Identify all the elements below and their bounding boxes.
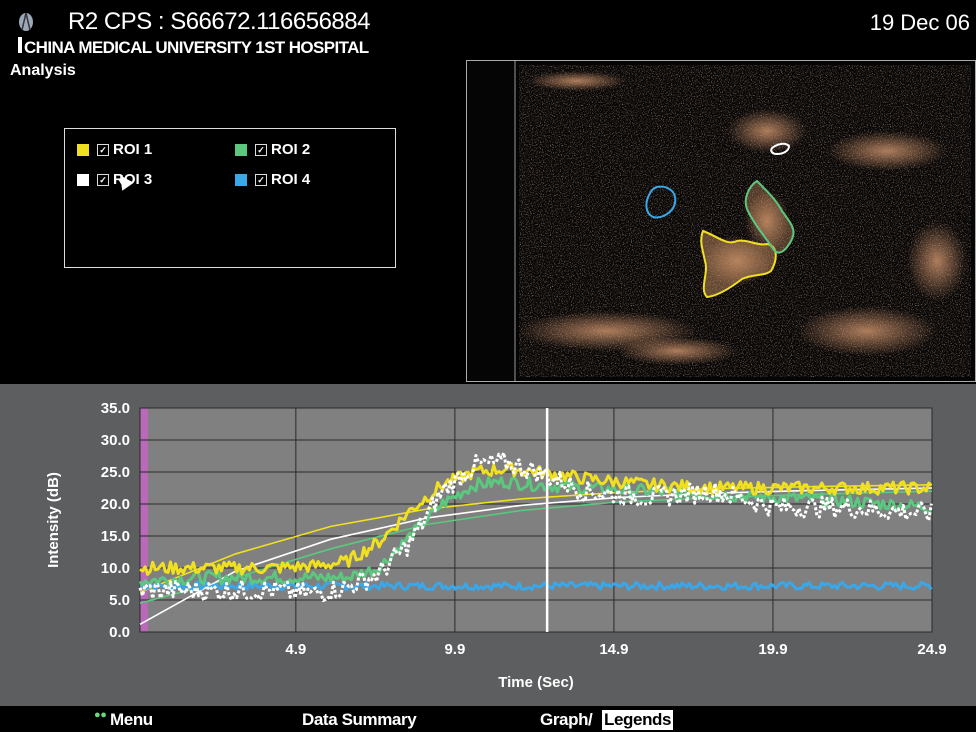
time-intensity-chart: 0.0 5.0 10.0 15.0 20.0 25.0 30.0 35.0 4.9 9.9 14.9…	[45, 400, 947, 691]
x-tick-label: 24.9	[917, 641, 946, 658]
roi-2-swatch	[235, 143, 247, 156]
study-title: R2 CPS : S66672.116656884	[68, 8, 370, 35]
plot-area	[140, 408, 932, 632]
y-tick-label: 0.0	[109, 624, 130, 641]
y-tick-label: 15.0	[101, 528, 130, 545]
legend-roi-1[interactable]: ✓ ROI 1	[77, 141, 152, 158]
x-tick-label: 14.9	[599, 641, 628, 658]
time-intensity-graph-panel[interactable]: 0.0 5.0 10.0 15.0 20.0 25.0 30.0 35.0 4.9 9.9 14.9…	[0, 384, 976, 706]
graph-tab[interactable]: Graph/	[540, 710, 593, 729]
roi-1-checkbox[interactable]: ✓	[97, 143, 109, 156]
series-line-roi-2	[138, 476, 932, 588]
roi-2-label: ROI 2	[271, 141, 311, 158]
y-tick-label: 30.0	[101, 432, 130, 449]
bottom-menu-bar: ●● Menu Data Summary Graph/ Legends	[0, 706, 976, 732]
y-tick-label: 5.0	[109, 592, 130, 609]
y-tick-label: 35.0	[101, 400, 130, 417]
institution-name: CHINA MEDICAL UNIVERSITY 1ST HOSPITAL	[24, 38, 369, 57]
roi-4-checkbox[interactable]: ✓	[255, 173, 267, 186]
study-date: 19 Dec 06	[869, 10, 970, 35]
device-logo-icon	[18, 12, 33, 53]
plot-border	[139, 407, 933, 633]
roi-legend: ✓ ROI 1 ✓ ROI 2 ✓ ROI 3 ✓ ROI 4	[64, 128, 396, 268]
legends-tab[interactable]: Legends	[602, 710, 674, 730]
fit-curve-1	[139, 484, 933, 594]
menu-indicator-icon: ●●	[94, 709, 107, 721]
fit-curve-3	[139, 487, 933, 626]
roi-1-swatch	[77, 143, 89, 156]
x-tick-label: 9.9	[444, 641, 465, 658]
y-tick-label: 20.0	[101, 496, 130, 513]
roi-3-swatch	[77, 173, 89, 186]
menu-button[interactable]: Menu	[110, 710, 153, 729]
y-tick-label: 10.0	[101, 560, 130, 577]
series-line-roi-1	[139, 461, 933, 576]
panel-label: Analysis	[10, 62, 76, 79]
legend-roi-3[interactable]: ✓ ROI 3	[77, 171, 152, 188]
roi-4-label: ROI 4	[271, 171, 311, 188]
y-axis-label: Intensity (dB)	[45, 472, 62, 568]
roi-2-checkbox[interactable]: ✓	[255, 143, 267, 156]
roi-4-swatch	[235, 173, 247, 186]
series-line-roi-4	[139, 580, 933, 592]
series-line-roi-3	[138, 451, 933, 603]
ultrasound-image	[514, 61, 971, 381]
roi-3-label: ROI 3	[113, 171, 153, 188]
roi-1-label: ROI 1	[113, 141, 153, 158]
x-axis-label: Time (Sec)	[498, 674, 574, 691]
data-summary-button[interactable]: Data Summary	[302, 710, 417, 729]
roi-3-checkbox[interactable]: ✓	[97, 173, 109, 186]
injection-marker	[140, 408, 148, 632]
ultrasound-image-view[interactable]	[466, 60, 976, 382]
x-tick-label: 19.9	[758, 641, 787, 658]
y-tick-label: 25.0	[101, 464, 130, 481]
legend-roi-4[interactable]: ✓ ROI 4	[235, 171, 310, 188]
legend-roi-2[interactable]: ✓ ROI 2	[235, 141, 310, 158]
x-tick-label: 4.9	[285, 641, 306, 658]
